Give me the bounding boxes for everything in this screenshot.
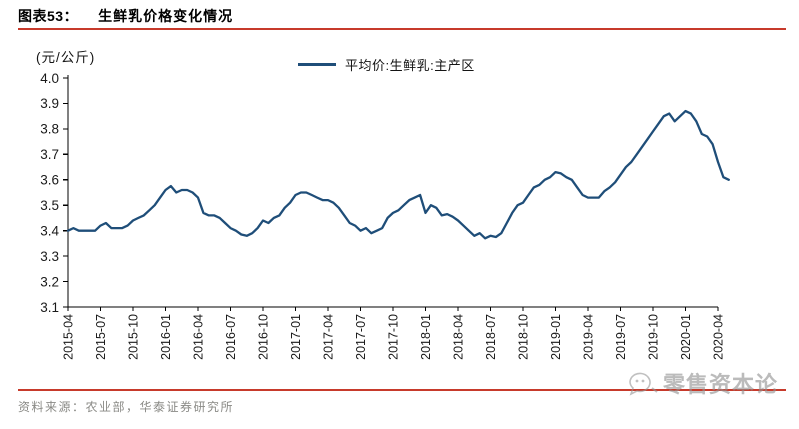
x-tick-label: 2018-01 bbox=[419, 314, 433, 360]
header-divider-line bbox=[18, 28, 786, 30]
x-tick-label: 2016-07 bbox=[224, 314, 238, 360]
legend-series-label: 平均价:生鲜乳:主产区 bbox=[345, 58, 475, 73]
source-text: 资料来源：农业部，华泰证券研究所 bbox=[18, 400, 235, 414]
x-tick-label: 2019-10 bbox=[647, 314, 661, 360]
x-tick-label: 2019-04 bbox=[582, 314, 596, 360]
x-tick-label: 2019-01 bbox=[549, 314, 563, 360]
x-tick-label: 2017-10 bbox=[387, 314, 401, 360]
x-tick-label: 2016-01 bbox=[159, 314, 173, 360]
price-series-line bbox=[66, 109, 730, 240]
x-tick-label: 2017-04 bbox=[322, 314, 336, 360]
x-tick-label: 2020-04 bbox=[712, 314, 726, 360]
figure-number-label: 图表53： bbox=[18, 8, 79, 24]
x-tick-label: 2016-10 bbox=[257, 314, 271, 360]
x-tick-label: 2017-07 bbox=[354, 314, 368, 360]
x-tick-label: 2018-07 bbox=[484, 314, 498, 360]
y-tick-label: 3.1 bbox=[40, 300, 59, 315]
x-tick-label: 2015-10 bbox=[127, 314, 141, 360]
legend-line-swatch bbox=[298, 63, 336, 66]
x-tick-label: 2015-07 bbox=[94, 314, 108, 360]
figure-header: 图表53： 生鲜乳价格变化情况 bbox=[18, 6, 233, 26]
chart-legend: 平均价:生鲜乳:主产区 bbox=[298, 55, 475, 74]
figure-title: 生鲜乳价格变化情况 bbox=[98, 8, 234, 24]
y-tick-label: 3.8 bbox=[40, 122, 59, 137]
footer-divider-line bbox=[18, 389, 786, 391]
y-tick-label: 3.4 bbox=[40, 223, 59, 238]
y-tick-label: 3.3 bbox=[40, 249, 59, 264]
watermark: 零售资本论 bbox=[626, 367, 778, 399]
x-tick-label: 2020-01 bbox=[679, 314, 693, 360]
x-tick-label: 2016-04 bbox=[192, 314, 206, 360]
x-tick-label: 2017-01 bbox=[289, 314, 303, 360]
x-tick-label: 2019-07 bbox=[614, 314, 628, 360]
y-tick-label: 3.2 bbox=[40, 274, 59, 289]
watermark-logo-icon bbox=[629, 372, 658, 396]
y-tick-label: 4.0 bbox=[40, 71, 59, 86]
x-tick-label: 2018-10 bbox=[517, 314, 531, 360]
x-tick-label: 2018-04 bbox=[452, 314, 466, 360]
y-tick-label: 3.6 bbox=[40, 173, 59, 188]
watermark-text: 零售资本论 bbox=[663, 372, 779, 397]
y-axis-unit-label: (元/公斤) bbox=[36, 50, 96, 65]
y-tick-label: 3.7 bbox=[40, 147, 59, 162]
y-tick-label: 3.9 bbox=[40, 96, 59, 111]
y-tick-label: 3.5 bbox=[40, 198, 59, 213]
x-tick-label: 2015-04 bbox=[62, 314, 76, 360]
